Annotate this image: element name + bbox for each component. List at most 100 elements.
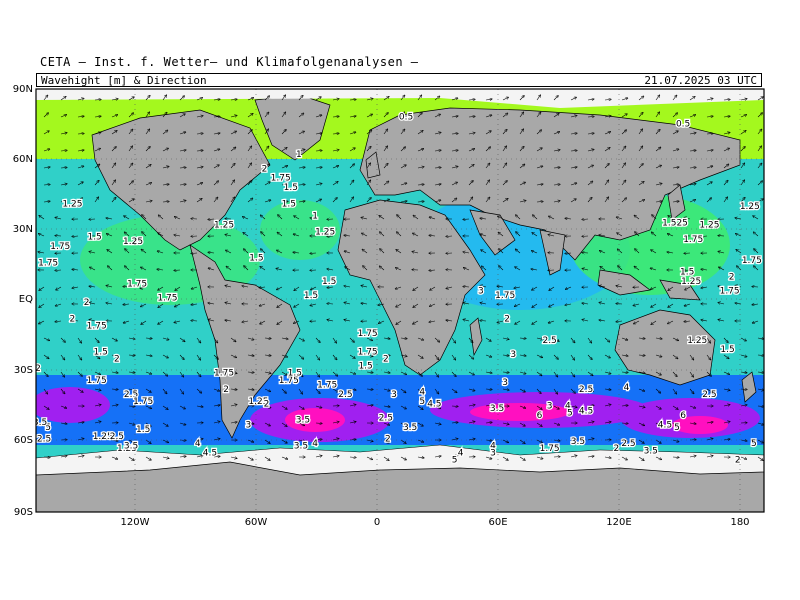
direction-arrow (417, 131, 423, 135)
direction-arrow (757, 456, 763, 460)
direction-arrow (502, 129, 507, 135)
direction-arrow (294, 286, 300, 290)
direction-arrow (311, 286, 317, 290)
direction-arrow (230, 115, 237, 117)
direction-arrow (400, 95, 405, 101)
antarctica (36, 461, 764, 512)
direction-arrow (587, 438, 594, 440)
direction-arrow (752, 320, 759, 323)
direction-arrow (383, 355, 390, 356)
direction-arrow (230, 389, 237, 390)
direction-arrow (434, 337, 439, 342)
direction-arrow (123, 320, 130, 323)
direction-arrow (395, 268, 402, 271)
direction-arrow (106, 285, 113, 287)
direction-arrow (753, 216, 759, 220)
direction-arrow (434, 371, 438, 377)
direction-arrow (485, 99, 492, 100)
direction-arrow (213, 197, 218, 203)
direction-arrow (179, 96, 184, 101)
direction-arrow (485, 354, 492, 357)
direction-arrow (94, 99, 101, 100)
direction-arrow (111, 372, 118, 373)
direction-arrow (213, 165, 219, 169)
wave-height-label: 1.5 (358, 362, 372, 372)
direction-arrow (429, 321, 436, 322)
wave-height-label: 4 (458, 449, 464, 459)
direction-arrow (706, 337, 710, 343)
wave-height-label: 2.5 (338, 390, 352, 400)
direction-arrow (230, 457, 237, 458)
direction-arrow (60, 200, 67, 203)
direction-arrow (191, 286, 198, 289)
direction-arrow (298, 422, 304, 426)
direction-arrow (298, 371, 303, 377)
direction-arrow (362, 249, 368, 254)
direction-arrow (264, 388, 270, 392)
direction-arrow (468, 371, 474, 375)
direction-arrow (430, 286, 436, 290)
direction-arrow (723, 439, 730, 440)
direction-arrow (111, 337, 117, 341)
direction-arrow (145, 183, 152, 186)
direction-arrow (179, 423, 186, 425)
direction-arrow (740, 355, 747, 357)
direction-arrow (43, 371, 48, 376)
direction-arrow (468, 354, 474, 359)
wave-height-label: 1.5 (304, 291, 318, 301)
wave-height-label: 1.25 (687, 336, 707, 346)
direction-arrow (128, 355, 135, 356)
direction-arrow (706, 133, 713, 134)
wave-height-label: 1.5 (249, 254, 263, 264)
direction-arrow (413, 303, 419, 307)
direction-arrow (468, 116, 475, 117)
direction-arrow (77, 388, 83, 392)
wave-height-label: 5 (674, 423, 680, 433)
wave-height-label: 1.25 (699, 221, 719, 231)
direction-arrow (502, 389, 509, 390)
direction-arrow (706, 371, 711, 376)
direction-arrow (400, 338, 407, 339)
direction-arrow (463, 286, 470, 287)
direction-arrow (157, 251, 164, 254)
direction-arrow (111, 147, 116, 152)
info-bar: Wavehight [m] & Direction 21.07.2025 03 … (36, 73, 762, 87)
direction-arrow (191, 304, 198, 305)
direction-arrow (536, 112, 541, 118)
direction-arrow (72, 287, 79, 288)
direction-arrow (463, 319, 470, 321)
direction-arrow (651, 303, 657, 307)
direction-arrow (451, 98, 458, 101)
direction-arrow (468, 149, 475, 152)
direction-arrow (123, 304, 130, 305)
direction-arrow (451, 439, 458, 440)
direction-arrow (413, 215, 419, 220)
direction-arrow (740, 456, 747, 459)
wave-height-label: 2.5 (702, 390, 716, 400)
direction-arrow (111, 115, 118, 118)
direction-arrow (247, 423, 254, 424)
direction-arrow (515, 320, 521, 324)
direction-arrow (429, 270, 436, 271)
direction-arrow (43, 167, 50, 168)
direction-arrow (94, 439, 101, 440)
direction-arrow (570, 337, 575, 343)
direction-arrow (519, 338, 526, 339)
direction-arrow (366, 456, 372, 460)
direction-arrow (599, 235, 606, 236)
direction-arrow (128, 372, 135, 373)
direction-arrow (294, 303, 300, 307)
direction-arrow (757, 389, 764, 390)
direction-arrow (468, 197, 473, 203)
direction-arrow (655, 405, 661, 409)
direction-arrow (162, 371, 168, 376)
wave-height-label: 2 (223, 385, 229, 395)
wave-height-label: 5 (45, 423, 51, 433)
wave-height-label: 1.5 (322, 277, 336, 287)
direction-arrow (332, 438, 339, 440)
direction-arrow (349, 439, 356, 440)
direction-arrow (145, 422, 151, 426)
direction-arrow (383, 163, 388, 169)
direction-arrow (553, 150, 560, 151)
